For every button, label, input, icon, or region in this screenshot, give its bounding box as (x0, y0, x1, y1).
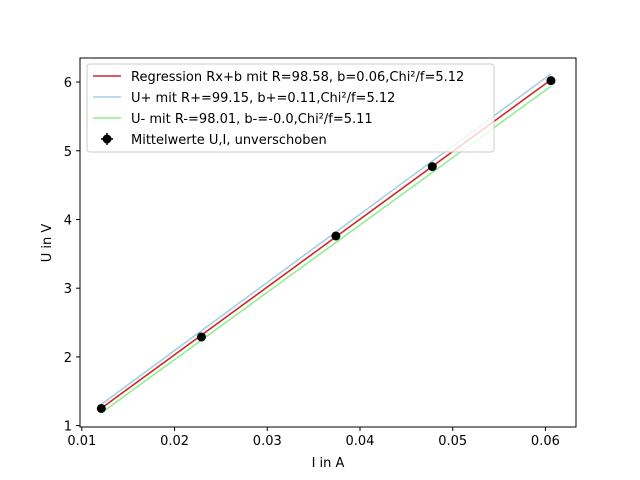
x-tick-label: 0.06 (531, 434, 560, 449)
y-tick-label: 2 (64, 351, 72, 366)
x-tick-label: 0.05 (438, 434, 467, 449)
data-point (331, 231, 341, 241)
data-point (546, 76, 556, 86)
y-axis-label: U in V (40, 224, 55, 263)
legend-label: Regression Rx+b mit R=98.58, b=0.06,Chi²… (131, 70, 464, 85)
plot-frame (79, 57, 577, 428)
y-tick-label: 3 (64, 282, 72, 297)
x-tick-label: 0.04 (346, 434, 375, 449)
x-tick-label: 0.03 (253, 434, 282, 449)
legend-label: U- mit R-=98.01, b-=-0.0,Chi²/f=5.11 (131, 112, 373, 127)
x-axis: 0.01 0.02 0.03 0.04 0.05 0.06 (67, 427, 560, 449)
plot-points (96, 76, 556, 413)
y-tick-label: 6 (64, 76, 72, 91)
x-axis-label: I in A (312, 456, 345, 471)
legend: Regression Rx+b mit R=98.58, b=0.06,Chi²… (86, 63, 495, 153)
legend-label: Mittelwerte U,I, unverschoben (131, 133, 327, 148)
data-point (196, 332, 206, 342)
y-tick-label: 5 (64, 145, 72, 160)
x-tick-label: 0.02 (160, 434, 189, 449)
data-point (96, 403, 106, 413)
data-point (427, 162, 437, 172)
y-tick-label: 4 (64, 213, 72, 228)
x-tick-label: 0.01 (67, 434, 96, 449)
y-axis: 1 2 3 4 5 6 (64, 76, 80, 435)
y-tick-label: 1 (64, 420, 72, 435)
legend-box (86, 63, 495, 153)
legend-marker (102, 134, 112, 144)
legend-label: U+ mit R+=99.15, b+=0.11,Chi²/f=5.12 (131, 91, 395, 106)
